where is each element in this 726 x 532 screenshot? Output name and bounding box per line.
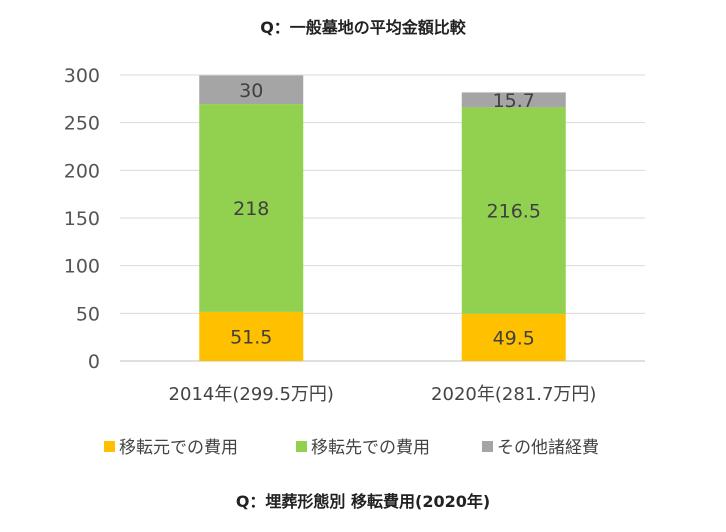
data-label: 30 — [239, 80, 263, 102]
y-tick-label: 200 — [64, 160, 100, 182]
bar-segment — [461, 92, 566, 108]
data-label: 49.5 — [493, 327, 535, 349]
data-label: 51.5 — [230, 326, 272, 348]
data-label: 15.7 — [493, 90, 535, 112]
bar-segment — [461, 313, 566, 361]
y-tick-label: 50 — [76, 303, 100, 325]
x-category-label: 2020年(281.7万円) — [431, 384, 596, 405]
data-label: 216.5 — [487, 201, 541, 223]
gridlines — [120, 74, 645, 362]
bar-segment — [461, 107, 566, 314]
y-tick-label: 0 — [88, 351, 100, 373]
y-tick-label: 150 — [64, 208, 100, 230]
legend-label: その他諸経費 — [497, 438, 599, 458]
bar-segment — [199, 75, 304, 105]
y-tick-label: 100 — [64, 256, 100, 278]
legend-swatch — [482, 441, 493, 452]
bar-segment — [199, 104, 304, 312]
y-axis-ticks: 0 50 100 150 200 250 300 — [64, 65, 100, 373]
y-tick-label: 300 — [64, 65, 100, 87]
bars: 51.5 218 30 49.5 216.5 15.7 — [199, 75, 566, 361]
legend: 移転元での費用 移転先での費用 その他諸経費 — [104, 438, 599, 458]
legend-label: 移転先での費用 — [311, 438, 430, 458]
y-tick-label: 250 — [64, 113, 100, 135]
bar-segment — [199, 311, 304, 361]
legend-swatch — [104, 441, 115, 452]
data-label: 218 — [233, 198, 269, 220]
chart-title: Q：一般墓地の平均金額比較 — [260, 18, 467, 37]
legend-swatch — [296, 441, 307, 452]
legend-label: 移転元での費用 — [119, 438, 238, 458]
x-category-label: 2014年(299.5万円) — [169, 384, 334, 405]
chart-footer: Q：埋葬形態別 移転費用(2020年) — [236, 492, 490, 511]
x-axis-categories: 2014年(299.5万円) 2020年(281.7万円) — [169, 384, 597, 405]
